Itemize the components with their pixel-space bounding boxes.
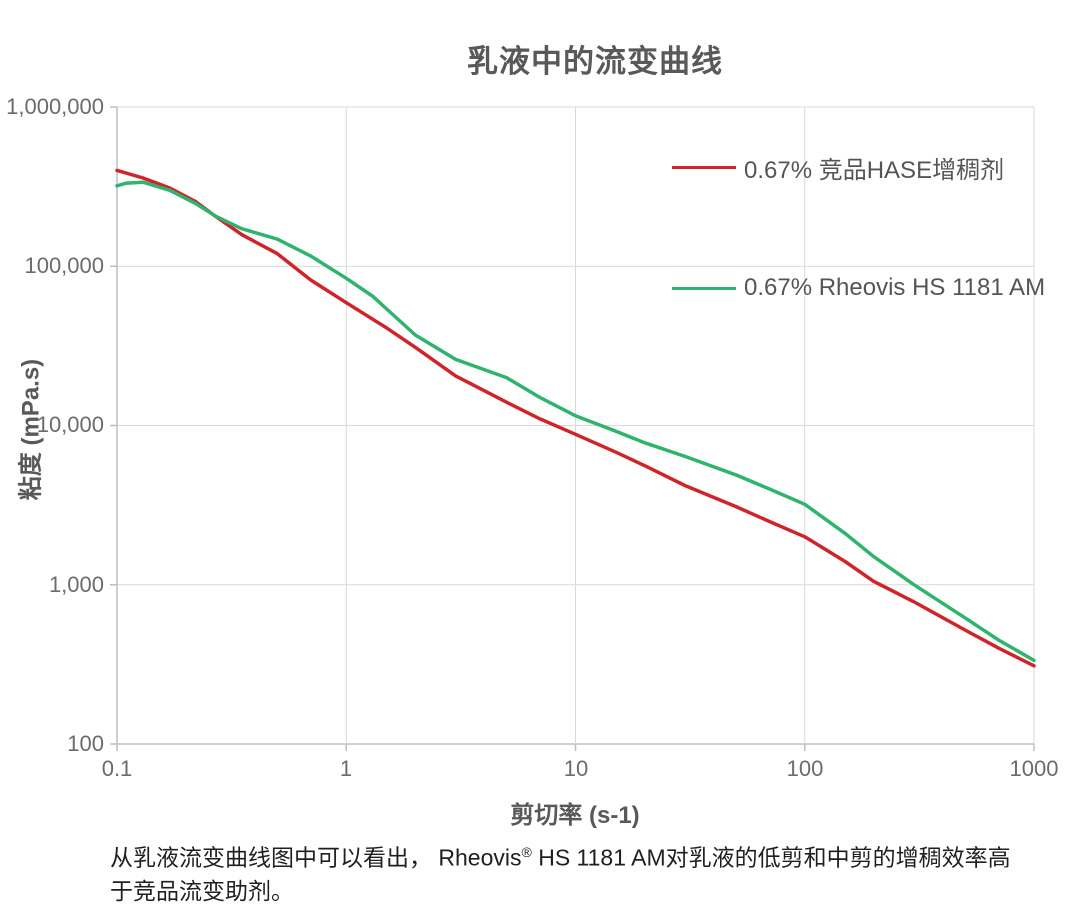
registered-trademark-symbol: ®	[521, 844, 532, 860]
series-curve	[115, 180, 1036, 663]
series-curve	[115, 168, 1036, 668]
chart-caption: 从乳液流变曲线图中可以看出， Rheovis® HS 1181 AM对乳液的低剪…	[110, 836, 1030, 908]
y-axis-tick-labels: 1,000,000 100,000 10,000 1,000 100	[0, 0, 104, 910]
y-tick-1000: 1,000	[48, 572, 104, 597]
legend-line-red	[672, 166, 736, 169]
x-tick-1000: 1000	[1009, 756, 1059, 781]
legend-label-competitor: 0.67% 竞品HASE增稠剂	[744, 157, 1005, 184]
y-axis-title: 粘度 (mPa.s)	[17, 358, 45, 501]
x-tick-1: 1	[339, 756, 353, 781]
x-tick-0p1: 0.1	[101, 756, 133, 781]
caption-text-1: 从乳液流变曲线图中可以看出， Rheovis	[110, 844, 522, 871]
y-tick-100000: 100,000	[24, 253, 104, 278]
y-tick-10000: 10,000	[36, 412, 104, 437]
x-tick-10: 10	[563, 756, 589, 781]
x-tick-100: 100	[786, 756, 824, 781]
legend-label-rheovis: 0.67% Rheovis HS 1181 AM	[744, 274, 1046, 301]
legend-item-competitor: 0.67% 竞品HASE增稠剂	[672, 150, 1004, 185]
y-tick-1000000: 1,000,000	[6, 94, 104, 119]
x-axis-title: 剪切率 (s-1)	[510, 802, 640, 829]
chart-title: 乳液中的流变曲线	[467, 44, 723, 79]
y-tick-100: 100	[67, 731, 104, 756]
legend-line-green	[672, 286, 736, 290]
caption-text-2: HS 1181 AM对乳液的低剪和中剪的增稠效率高于竞品流变助剂。	[110, 844, 1011, 904]
legend-item-rheovis: 0.67% Rheovis HS 1181 AM	[672, 274, 1045, 302]
